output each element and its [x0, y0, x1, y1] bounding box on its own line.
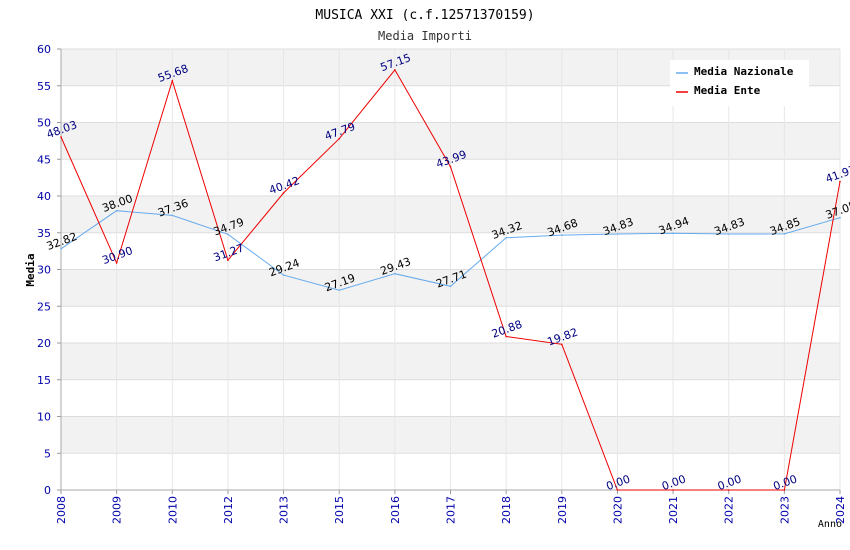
y-tick-label: 0 — [44, 484, 51, 497]
y-axis-label: Media — [24, 253, 37, 286]
y-tick-label: 45 — [37, 153, 51, 166]
chart-title: MUSICA XXI (c.f.12571370159) — [315, 8, 534, 23]
x-tick-label: 2015 — [333, 496, 346, 524]
data-point — [672, 489, 674, 491]
data-label: 31.27 — [212, 241, 246, 264]
data-point — [616, 233, 619, 235]
x-tick-labels: 2008 2009 2010 2012 2013 2015 2016 2017 2018 2019… — [55, 496, 847, 524]
data-point — [560, 234, 563, 236]
y-tick-label: 60 — [37, 43, 51, 56]
data-point — [839, 180, 841, 183]
x-axis-label: Anno — [818, 519, 842, 530]
data-point — [505, 335, 507, 338]
x-tick-label: 2022 — [723, 496, 736, 524]
data-point — [60, 136, 62, 138]
series-lines — [60, 69, 841, 491]
y-tick-label: 55 — [37, 80, 51, 93]
data-label: 20.88 — [490, 318, 524, 341]
data-point — [171, 214, 174, 217]
x-tick-label: 2024 — [834, 496, 847, 524]
x-tick-label: 2017 — [445, 496, 458, 524]
legend: Media Nazionale Media Ente — [670, 60, 809, 106]
data-point — [449, 285, 452, 288]
x-tick-label: 2020 — [611, 496, 624, 524]
x-tick-label: 2016 — [389, 496, 402, 524]
y-tick-label: 5 — [44, 447, 51, 460]
data-label: 41.97 — [824, 163, 850, 186]
y-tick-label: 25 — [37, 300, 51, 313]
legend-label-nazionale: Media Nazionale — [694, 65, 794, 78]
x-tick-label: 2023 — [778, 496, 791, 524]
data-point — [227, 233, 229, 236]
y-tick-label: 50 — [37, 117, 51, 130]
y-tick-label: 15 — [37, 374, 51, 387]
x-tick-label: 2018 — [500, 496, 513, 524]
data-point — [394, 272, 396, 275]
data-point — [560, 343, 563, 346]
data-point — [338, 137, 341, 140]
y-tick-label: 20 — [37, 337, 51, 350]
data-point — [282, 274, 285, 276]
data-point — [282, 192, 285, 194]
data-point — [783, 233, 786, 235]
data-point — [338, 289, 341, 291]
data-point — [115, 209, 118, 212]
y-tick-label: 40 — [37, 190, 51, 203]
grid-lines — [60, 48, 841, 491]
x-tick-label: 2008 — [55, 496, 68, 524]
data-point — [171, 79, 174, 82]
y-tick-label: 30 — [37, 264, 51, 277]
data-point — [727, 233, 730, 235]
legend-label-ente: Media Ente — [694, 84, 761, 97]
data-point — [115, 262, 118, 264]
data-label: 30.90 — [100, 244, 134, 267]
data-point — [449, 165, 452, 168]
data-point — [783, 489, 786, 491]
data-point — [839, 216, 841, 219]
y-tick-labels: 0 5 10 15 20 25 30 35 40 45 50 55 60 — [37, 43, 51, 497]
data-point — [60, 247, 62, 250]
x-tick-label: 2013 — [278, 496, 291, 524]
data-point — [616, 489, 619, 491]
x-tick-label: 2009 — [111, 496, 124, 524]
data-point — [672, 232, 674, 234]
y-tick-label: 35 — [37, 227, 51, 240]
x-tick-label: 2010 — [166, 496, 179, 524]
data-point — [505, 236, 507, 239]
data-point — [394, 69, 396, 71]
y-tick-label: 10 — [37, 411, 51, 424]
data-label: 40.42 — [267, 174, 301, 197]
data-point — [727, 489, 730, 491]
chart-subtitle: Media Importi — [378, 29, 472, 43]
legend-box — [670, 60, 809, 106]
x-tick-label: 2021 — [667, 496, 680, 524]
data-point — [227, 259, 229, 261]
x-tick-label: 2012 — [222, 496, 235, 524]
x-tick-label: 2019 — [556, 496, 569, 524]
